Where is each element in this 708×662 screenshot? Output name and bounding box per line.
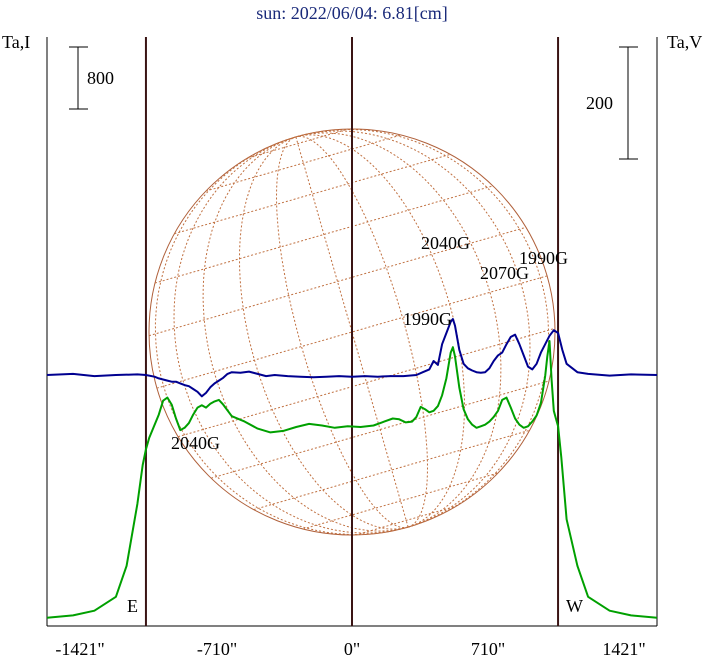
x-tick-label: 1421" — [602, 639, 645, 659]
parallel-line — [177, 327, 556, 438]
annotation-label: 1990G — [519, 248, 568, 268]
series-layer — [46, 318, 658, 619]
x-tick-label: -1421" — [55, 639, 104, 659]
limb-label-west: W — [566, 596, 583, 616]
meridian-line — [275, 136, 409, 529]
parallel-line — [148, 226, 527, 337]
parallel-line — [303, 472, 499, 530]
x-tick-label: 710" — [471, 639, 505, 659]
scale-bar-right — [619, 46, 638, 160]
parallel-line — [174, 153, 451, 235]
scale-bar-right-label: 200 — [586, 93, 613, 113]
parallel-line — [155, 185, 493, 284]
chart-title: sun: 2022/06/04: 6.81[cm] — [256, 3, 448, 23]
parallel-line — [205, 134, 401, 192]
parallel-line — [211, 380, 549, 479]
series-line-I — [46, 340, 658, 619]
annotation-label: 1990G — [403, 309, 452, 329]
annotation-label: 2040G — [171, 433, 220, 453]
scale-bar-left — [69, 46, 88, 110]
left-axis-label: Ta,I — [2, 32, 30, 52]
limb-label-east: E — [127, 596, 138, 616]
meridian-line — [295, 128, 550, 528]
annotation-label: 2040G — [421, 233, 470, 253]
meridian-line — [173, 136, 409, 534]
meridian-line — [295, 130, 531, 528]
parallel-line — [355, 505, 457, 536]
x-tick-label: -710" — [197, 639, 237, 659]
series-line-V — [46, 318, 658, 398]
parallel-line — [247, 128, 349, 159]
meridian-line — [238, 136, 409, 530]
parallel-line — [253, 429, 530, 511]
meridian-line — [295, 134, 466, 528]
right-axis-label: Ta,V — [667, 32, 702, 52]
x-tick-label: 0" — [344, 639, 360, 659]
scale-bar-left-label: 800 — [87, 68, 114, 88]
solar-disk-grid — [148, 128, 556, 536]
annotation-label: 2070G — [480, 263, 529, 283]
meridian-line — [154, 136, 409, 536]
meridian-line — [295, 135, 429, 528]
vertical-markers — [144, 37, 560, 626]
